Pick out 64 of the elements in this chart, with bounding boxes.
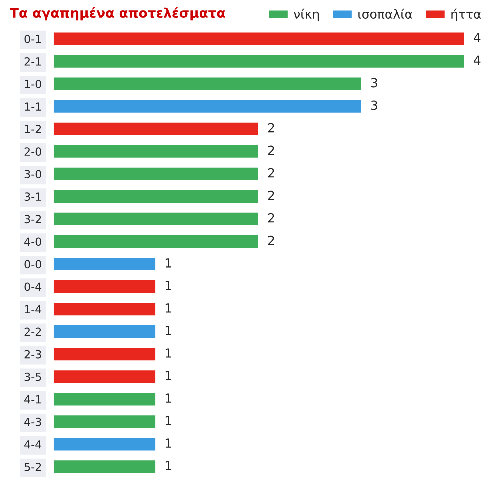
y-tick-label: 2-1 (24, 58, 42, 66)
y-tick-label: 3-5 (24, 372, 42, 382)
y-tick-label: 3-2 (24, 215, 42, 224)
bar (53, 54, 466, 70)
data-label: 1 (166, 371, 172, 380)
data-label: 1 (166, 304, 172, 313)
bar (53, 256, 157, 272)
data-label: 2 (268, 190, 274, 200)
y-tick-label: 2-2 (24, 328, 42, 336)
bar (53, 436, 157, 452)
bar (53, 346, 157, 362)
y-tick-label: 5-2 (24, 462, 42, 472)
bar (53, 392, 157, 408)
bar (53, 414, 157, 430)
y-tick-label: 1-2 (25, 125, 42, 134)
bar (53, 234, 260, 250)
y-tick-label: 1-1 (25, 102, 42, 111)
data-label: 2 (268, 236, 274, 246)
bar (53, 189, 260, 204)
y-tick-label: 4-3 (24, 418, 42, 426)
data-label: 1 (166, 348, 172, 358)
data-label: 2 (268, 146, 274, 156)
data-label: 3 (371, 100, 378, 110)
data-label: 1 (166, 416, 172, 426)
y-tick-label: 3-1 (24, 192, 42, 202)
data-label: 1 (166, 438, 172, 448)
y-tick-label: 4-4 (24, 440, 42, 449)
legend-label: νίκη (294, 8, 320, 22)
bar (53, 369, 157, 385)
data-label: 1 (166, 461, 172, 470)
data-label: 2 (268, 123, 274, 133)
y-tick-label: 1-0 (25, 80, 42, 88)
bar (53, 31, 466, 47)
legend-label: ισοπαλία (358, 8, 412, 20)
data-label: 1 (166, 394, 172, 403)
bar (53, 324, 157, 340)
bar (53, 166, 260, 182)
y-tick-label: 4-1 (24, 396, 42, 404)
data-label: 4 (474, 56, 481, 65)
y-tick-label: 0-0 (24, 260, 42, 269)
bar (53, 144, 260, 160)
bar (53, 121, 260, 137)
bar (53, 212, 260, 227)
chart-title: Τα αγαπημένα αποτελέσματα (10, 7, 226, 21)
data-label: 4 (474, 33, 481, 42)
bar (53, 459, 157, 475)
y-tick-label: 3-0 (24, 170, 42, 179)
bar (53, 76, 363, 92)
legend-label: ήττα (452, 8, 482, 22)
data-label: 2 (268, 213, 274, 223)
y-tick-label: 1-4 (25, 305, 42, 314)
y-tick-label: 0-4 (24, 282, 42, 292)
y-tick-label: 2-0 (24, 148, 42, 156)
y-tick-label: 4-0 (24, 238, 42, 246)
data-label: 1 (166, 258, 172, 268)
data-label: 1 (166, 281, 172, 290)
y-tick-label: 2-3 (24, 350, 42, 359)
data-label: 2 (268, 168, 274, 178)
data-label: 1 (166, 326, 172, 336)
data-label: 3 (371, 78, 378, 88)
bar (53, 279, 157, 294)
bar (53, 98, 363, 114)
bar (53, 302, 157, 317)
y-tick-label: 0-1 (24, 34, 42, 44)
